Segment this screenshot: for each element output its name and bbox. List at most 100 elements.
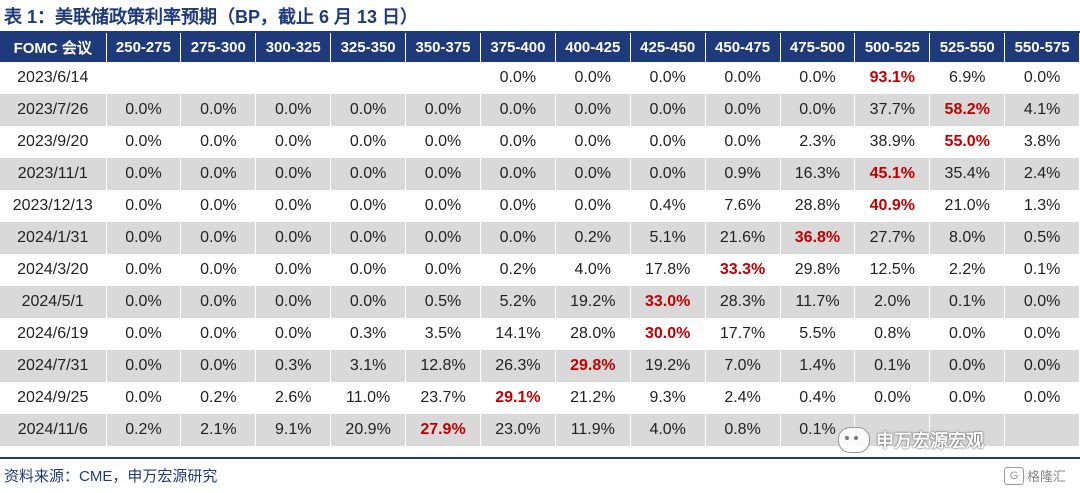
probability-cell: 9.1% [255, 414, 332, 446]
probability-cell: 7.6% [705, 190, 781, 222]
probability-cell: 0.0% [255, 286, 332, 318]
probability-cell-max: 29.1% [480, 382, 556, 414]
probability-cell: 1.3% [1004, 190, 1080, 222]
meeting-date: 2024/1/31 [0, 222, 107, 254]
header-range: 425-450 [630, 33, 706, 62]
probability-cell: 35.4% [929, 158, 1006, 190]
probability-cell: 11.9% [555, 414, 631, 446]
probability-cell: 2.0% [854, 286, 931, 318]
probability-cell: 2.2% [929, 254, 1006, 286]
probability-cell: 0.0% [780, 94, 856, 126]
probability-cell: 2.4% [1004, 158, 1080, 190]
probability-cell-max: 27.9% [405, 414, 481, 446]
header-range: 350-375 [405, 33, 481, 62]
meeting-date: 2023/11/1 [0, 158, 107, 190]
probability-cell: 14.1% [480, 318, 556, 350]
probability-cell [854, 414, 931, 446]
header-range: 400-425 [555, 33, 631, 62]
probability-cell: 0.0% [480, 158, 556, 190]
probability-cell: 1.4% [780, 350, 856, 382]
probability-cell: 2.1% [180, 414, 257, 446]
probability-cell: 0.0% [255, 190, 332, 222]
probability-cell: 0.0% [405, 222, 481, 254]
table-row: 2024/6/19 0.0% 0.0% 0.0% 0.3% 3.5% 14.1% 28.0% 3… [0, 318, 1080, 350]
probability-cell [405, 62, 481, 94]
probability-cell: 0.0% [330, 190, 407, 222]
probability-cell: 0.0% [630, 158, 706, 190]
probability-cell: 2.6% [255, 382, 332, 414]
probability-cell-max: 36.8% [780, 222, 856, 254]
table-row: 2024/1/31 0.0% 0.0% 0.0% 0.0% 0.0% 0.0% 0.2% 5.1… [0, 222, 1080, 254]
probability-cell: 0.0% [929, 382, 1006, 414]
probability-cell: 2.4% [705, 382, 781, 414]
probability-cell: 0.0% [555, 126, 631, 158]
probability-cell: 0.3% [255, 350, 332, 382]
probability-cell: 0.0% [555, 62, 631, 94]
probability-cell: 0.0% [480, 222, 556, 254]
probability-cell: 0.0% [106, 126, 182, 158]
probability-cell: 0.0% [555, 94, 631, 126]
probability-cell: 3.5% [405, 318, 481, 350]
meeting-date: 2023/7/26 [0, 94, 107, 126]
probability-cell: 0.9% [705, 158, 781, 190]
source-note: 资料来源：CME，申万宏源研究 [4, 468, 218, 485]
probability-cell: 0.0% [1004, 286, 1080, 318]
probability-cell: 5.5% [780, 318, 856, 350]
probability-cell-max: 33.0% [630, 286, 706, 318]
title-divider [0, 31, 1080, 33]
probability-cell: 28.0% [555, 318, 631, 350]
header-range: 250-275 [106, 33, 182, 62]
probability-cell: 26.3% [480, 350, 556, 382]
table-row: 2024/3/20 0.0% 0.0% 0.0% 0.0% 0.0% 0.2% 4.0% 17.… [0, 254, 1080, 286]
probability-cell: 0.4% [780, 382, 856, 414]
probability-cell: 0.0% [780, 62, 856, 94]
probability-cell: 0.2% [480, 254, 556, 286]
header-range: 325-350 [330, 33, 407, 62]
probability-cell: 0.0% [705, 126, 781, 158]
header-range: 375-400 [480, 33, 556, 62]
logo-text: 格隆汇 [1027, 469, 1067, 484]
probability-cell: 0.0% [180, 222, 257, 254]
probability-cell: 4.1% [1004, 94, 1080, 126]
probability-cell: 6.9% [929, 62, 1006, 94]
probability-cell: 0.0% [255, 318, 332, 350]
probability-cell: 0.5% [1004, 222, 1080, 254]
probability-cell: 0.0% [630, 126, 706, 158]
probability-cell: 0.0% [330, 158, 407, 190]
table-row: 2023/9/20 0.0% 0.0% 0.0% 0.0% 0.0% 0.0% 0.0% 0.0… [0, 126, 1080, 158]
probability-cell: 0.0% [1004, 350, 1080, 382]
probability-cell: 28.3% [705, 286, 781, 318]
probability-cell-max: 55.0% [929, 126, 1006, 158]
probability-cell: 3.1% [330, 350, 407, 382]
probability-cell [1004, 414, 1080, 446]
probability-cell [106, 62, 182, 94]
probability-cell: 37.7% [854, 94, 931, 126]
probability-cell: 7.0% [705, 350, 781, 382]
probability-cell: 17.8% [630, 254, 706, 286]
probability-cell-max: 58.2% [929, 94, 1006, 126]
probability-cell: 0.0% [405, 126, 481, 158]
probability-cell: 27.7% [854, 222, 931, 254]
table-row: 2023/7/26 0.0% 0.0% 0.0% 0.0% 0.0% 0.0% 0.0% 0.0… [0, 94, 1080, 126]
table-row: 2023/6/14 0.0% 0.0% 0.0% 0.0% 0.0% 93.1% 6.9% 0.… [0, 62, 1080, 94]
probability-cell: 11.7% [780, 286, 856, 318]
probability-cell: 0.0% [1004, 318, 1080, 350]
probability-cell: 0.1% [854, 350, 931, 382]
probability-cell: 0.2% [106, 414, 182, 446]
probability-cell: 0.0% [1004, 62, 1080, 94]
probability-cell: 17.7% [705, 318, 781, 350]
probability-cell: 0.0% [929, 318, 1006, 350]
probability-cell: 0.0% [180, 190, 257, 222]
probability-cell: 0.0% [480, 126, 556, 158]
probability-cell: 0.0% [854, 382, 931, 414]
probability-cell: 0.0% [180, 318, 257, 350]
probability-cell-max: 30.0% [630, 318, 706, 350]
probability-cell: 19.2% [555, 286, 631, 318]
probability-cell: 9.3% [630, 382, 706, 414]
probability-cell: 0.0% [255, 94, 332, 126]
watermark-text: 申万宏源宏观 [876, 431, 984, 451]
gelonghui-logo: G 格隆汇 [1004, 466, 1066, 485]
probability-cell-max: 93.1% [854, 62, 931, 94]
probability-cell: 0.0% [555, 158, 631, 190]
probability-cell: 5.2% [480, 286, 556, 318]
